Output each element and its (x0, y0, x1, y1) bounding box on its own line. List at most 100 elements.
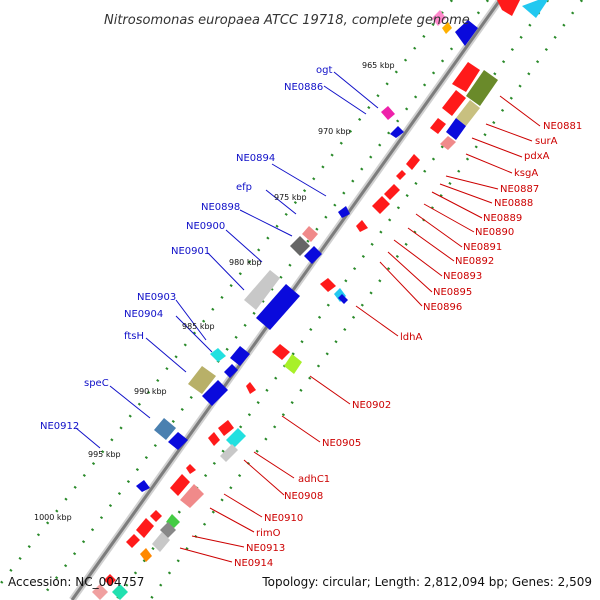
gene-feature (522, 0, 548, 18)
gene-feature (170, 474, 190, 496)
leader-line (239, 209, 293, 237)
gene-feature (384, 184, 400, 200)
forward-strand-features (92, 0, 548, 600)
gene-feature (104, 574, 116, 586)
gene-label-NE0887: NE0887 (500, 184, 539, 195)
gene-label-NE0892: NE0892 (455, 256, 494, 267)
leader-line (243, 459, 285, 496)
leader-line (431, 191, 483, 219)
accession-text: Accession: NC_004757 (8, 575, 144, 589)
gene-feature (154, 418, 176, 440)
gene-labels-right: NE0881 surA pdxA ksgA NE0887 NE0888 NE08… (234, 121, 582, 569)
leader-line (439, 183, 493, 204)
gene-feature (152, 532, 170, 552)
leader-line (225, 229, 263, 263)
gene-label-NE0908: NE0908 (284, 491, 323, 502)
leader-line (423, 203, 475, 233)
gene-feature (244, 270, 280, 310)
gene-feature (304, 246, 322, 264)
gene-feature (440, 136, 456, 150)
gene-feature (432, 10, 446, 26)
leader-line (209, 507, 255, 533)
gene-label-adhC1: adhC1 (298, 474, 330, 485)
gene-label-speC: speC (84, 378, 109, 389)
leader-line (415, 213, 463, 248)
gene-feature (356, 220, 368, 232)
gene-label-NE0886: NE0886 (284, 82, 323, 93)
gene-label-ftsH: ftsH (124, 331, 144, 342)
genome-summary-text: Topology: circular; Length: 2,812,094 bp… (261, 575, 592, 589)
gene-label-NE0898: NE0898 (201, 202, 240, 213)
gene-feature (218, 420, 234, 436)
gene-feature (220, 444, 238, 462)
gene-feature (136, 480, 150, 492)
gene-label-NE0890: NE0890 (475, 227, 514, 238)
gene-label-NE0891: NE0891 (463, 242, 502, 253)
gene-feature (272, 344, 290, 360)
gene-feature (230, 346, 250, 366)
gene-label-NE0904: NE0904 (124, 309, 163, 320)
gene-feature (302, 226, 318, 242)
leader-line (407, 227, 455, 262)
gene-feature (338, 206, 350, 218)
leader-lines-left (75, 71, 379, 449)
gene-feature (256, 284, 300, 330)
gene-feature (320, 278, 336, 292)
gene-feature (126, 534, 140, 548)
kbp-tick-label: 995 kbp (88, 450, 121, 459)
gene-label-NE0895: NE0895 (433, 287, 472, 298)
reverse-strand-features (136, 20, 478, 492)
leader-line (499, 95, 541, 127)
gene-feature (466, 70, 498, 106)
leader-line (145, 337, 187, 373)
leader-line (393, 239, 443, 277)
gene-feature (372, 196, 390, 214)
gene-feature (188, 366, 216, 394)
gene-label-ksgA: ksgA (514, 168, 538, 179)
gene-feature (226, 428, 246, 448)
leader-line (471, 137, 523, 158)
gene-label-NE0912: NE0912 (40, 421, 79, 432)
kbp-tick-label: 1000 kbp (34, 513, 72, 522)
leader-line (485, 123, 533, 142)
gene-feature (452, 62, 480, 92)
genome-title: Nitrosomonas europaea ATCC 19718, comple… (104, 13, 470, 28)
kbp-scale: 965 kbp 970 kbp 975 kbp 980 kbp 985 kbp … (34, 61, 395, 522)
leader-line (309, 375, 351, 405)
kbp-tick-label: 975 kbp (274, 193, 307, 202)
gene-feature (290, 236, 310, 256)
leader-line (271, 163, 327, 197)
gene-label-ogt: ogt (316, 65, 332, 76)
leader-line (175, 315, 213, 353)
leader-line (191, 535, 245, 548)
leader-line (265, 189, 297, 215)
gene-feature (186, 464, 196, 474)
gene-feature (168, 432, 188, 450)
gene-labels-left: ogt NE0886 NE0894 efp NE0898 NE0900 NE09… (40, 65, 332, 432)
leader-line (379, 261, 423, 307)
gene-feature (396, 170, 406, 180)
gene-label-NE0902: NE0902 (352, 400, 391, 411)
gene-feature (390, 126, 404, 138)
kbp-tick-label: 980 kbp (229, 258, 262, 267)
leader-line (109, 385, 151, 419)
leader-line (333, 71, 379, 109)
leader-line (75, 427, 101, 449)
gene-feature (92, 584, 108, 600)
gene-feature (381, 106, 395, 120)
gene-feature (140, 548, 152, 562)
gene-label-ldhA: ldhA (400, 332, 422, 343)
gene-label-NE0900: NE0900 (186, 221, 225, 232)
gene-feature (338, 294, 348, 304)
gene-label-NE0896: NE0896 (423, 302, 462, 313)
gene-feature (442, 22, 452, 34)
leader-line (253, 451, 295, 479)
gene-feature (406, 154, 420, 170)
gene-label-efp: efp (236, 182, 252, 193)
gene-feature (246, 382, 256, 394)
leader-line (355, 305, 399, 337)
gene-label-NE0914: NE0914 (234, 558, 273, 569)
gene-label-NE0889: NE0889 (483, 213, 522, 224)
gene-feature (442, 90, 466, 116)
